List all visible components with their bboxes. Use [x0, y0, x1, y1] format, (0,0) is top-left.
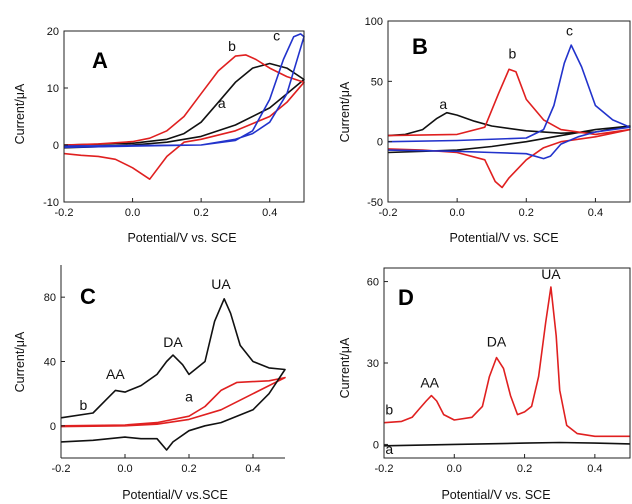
panel-d-curve-label: DA: [487, 334, 507, 350]
panel-b-curve-label: c: [566, 22, 573, 38]
panel-c-curve-label: AA: [106, 366, 125, 382]
panel-d-xlabel: Potential/V vs. SCE: [441, 488, 550, 502]
panel-d-x-tick-label: 0.4: [587, 463, 602, 475]
panel-a-xlabel: Potential/V vs. SCE: [127, 231, 236, 245]
panel-b-y-tick-label: 50: [371, 76, 383, 88]
panel-b-x-tick-label: 0.4: [588, 207, 603, 219]
panel-a-ylabel: Current/μA: [13, 83, 27, 144]
panel-a-y-tick-label: -10: [43, 197, 59, 209]
panel-b-series-c: [387, 44, 631, 160]
panel-b-x-tick-label: 0.2: [519, 207, 534, 219]
panel-d-curve-label: UA: [541, 266, 561, 282]
panel-c-x-tick-label: 0.0: [117, 463, 132, 475]
panel-d-label: D: [398, 285, 414, 310]
panel-a-y-tick-label: 0: [53, 140, 59, 152]
panel-d-y-tick-label: 0: [373, 439, 379, 451]
panel-d: D Potential/V vs. SCE Current/μA -0.2 0.0…: [338, 266, 631, 502]
panel-c: C Potential/V vs.SCE Current/μA -0.2 0.0 0…: [13, 265, 286, 502]
panel-b-y-tick-label: -50: [367, 197, 383, 209]
panel-a-x-tick-label: 0.2: [193, 207, 208, 219]
panel-a-x-tick-label: 0.4: [262, 207, 277, 219]
panel-a-y-tick-label: 20: [47, 26, 59, 38]
panel-d-y-tick-label: 30: [367, 358, 379, 370]
panel-c-y-tick-label: 40: [44, 357, 56, 369]
panel-b-y-tick-label: 0: [377, 137, 383, 149]
panel-d-curve-label: a: [385, 441, 393, 457]
panel-b-y-tick-label: 100: [365, 16, 383, 28]
panel-a-curve-label: b: [228, 38, 236, 54]
panel-d-curve-label: b: [385, 402, 393, 418]
panel-c-y-tick-label: 0: [50, 421, 56, 433]
panel-b-ylabel: Current/μA: [338, 81, 352, 142]
panel-b-curve-label: a: [439, 96, 447, 112]
panel-b-curve-label: b: [509, 45, 517, 61]
panel-b-series-a: [387, 111, 631, 154]
panel-c-label: C: [80, 284, 96, 309]
panel-d-x-tick-label: 0.2: [517, 463, 532, 475]
panel-a-label: A: [92, 48, 108, 73]
panel-c-series-b: [60, 297, 286, 451]
panel-a-curve-label: c: [273, 28, 280, 44]
panel-b-xlabel: Potential/V vs. SCE: [449, 231, 558, 245]
panel-d-x-tick-label: -0.2: [375, 463, 394, 475]
panel-d-series-a: [383, 441, 631, 447]
panel-b-x-tick-label: -0.2: [379, 207, 398, 219]
panel-c-curve-label: b: [80, 397, 88, 413]
panel-c-ylabel: Current/μA: [13, 331, 27, 392]
panel-d-frame: [383, 267, 631, 459]
panel-d-series-b: [383, 286, 630, 438]
panel-c-curve-label: DA: [163, 334, 183, 350]
panel-b-label: B: [412, 34, 428, 59]
panel-d-curve-label: AA: [420, 374, 439, 390]
panel-a-x-tick-label: -0.2: [55, 207, 74, 219]
panel-a: A Potential/V vs. SCE Current/μA -0.2 0.0…: [13, 26, 305, 245]
panel-b-x-tick-label: 0.0: [449, 207, 464, 219]
panel-a-series-a: [63, 62, 305, 149]
panel-b: B Potential/V vs. SCE Current/μA -0.2 0.0…: [338, 16, 631, 245]
panel-c-x-tick-label: -0.2: [52, 463, 71, 475]
panel-a-series-b: [63, 54, 305, 180]
panel-c-series-a: [60, 376, 286, 428]
panel-c-x-tick-label: 0.4: [245, 463, 260, 475]
panel-b-series-b: [387, 68, 631, 189]
panel-d-x-tick-label: 0.0: [447, 463, 462, 475]
panel-c-curve-label: a: [185, 389, 193, 405]
panel-a-y-tick-label: 10: [47, 83, 59, 95]
panel-c-y-tick-label: 80: [44, 292, 56, 304]
panel-d-ylabel: Current/μA: [338, 337, 352, 398]
panel-a-frame: [63, 30, 305, 203]
panel-c-x-tick-label: 0.2: [181, 463, 196, 475]
panel-c-xlabel: Potential/V vs.SCE: [122, 488, 228, 502]
panel-c-curve-label: UA: [211, 276, 231, 292]
panel-d-y-tick-label: 60: [367, 277, 379, 289]
panel-a-series-c: [63, 33, 305, 149]
panel-b-frame: [387, 20, 631, 203]
panel-a-x-tick-label: 0.0: [125, 207, 140, 219]
panel-a-curve-label: a: [218, 95, 226, 111]
